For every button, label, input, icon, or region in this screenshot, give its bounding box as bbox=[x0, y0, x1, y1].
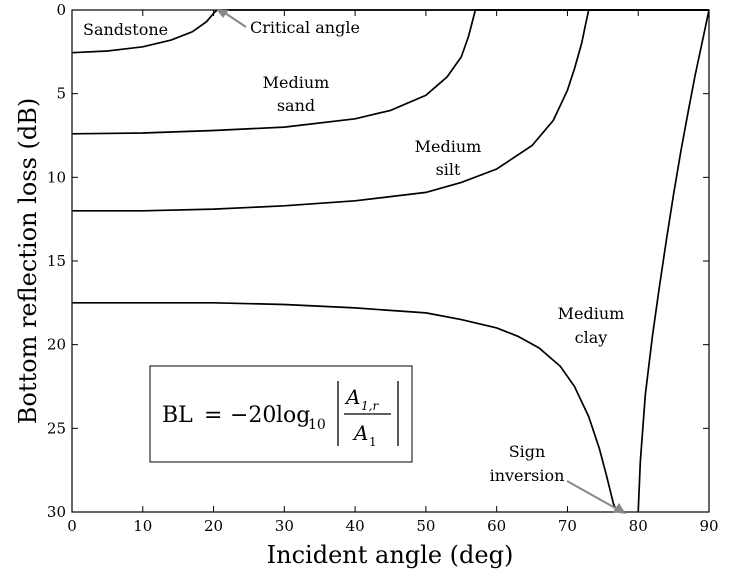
formula-denominator-subscript: 1 bbox=[369, 435, 377, 449]
series-line-medium-silt bbox=[72, 9, 709, 212]
y-tick-label: 20 bbox=[47, 336, 66, 354]
tick-labels: 0 10 20 30 40 50 60 70 80 90 0 5 10 15 20 25 30 bbox=[47, 1, 719, 535]
y-tick-label: 25 bbox=[47, 419, 66, 437]
formula-numerator: A bbox=[344, 385, 360, 409]
x-tick-label: 0 bbox=[67, 517, 77, 535]
formula-lhs: BL bbox=[162, 403, 193, 428]
x-tick-label: 20 bbox=[204, 517, 223, 535]
x-tick-label: 40 bbox=[346, 517, 365, 535]
x-tick-label: 10 bbox=[133, 517, 152, 535]
series-line-medium-clay-branch2 bbox=[637, 9, 710, 513]
formula-eq: = bbox=[204, 403, 222, 428]
series-line-medium-clay bbox=[72, 301, 618, 513]
label-critical-angle: Critical angle bbox=[250, 18, 360, 37]
x-tick-label: 60 bbox=[487, 517, 506, 535]
x-tick-label: 50 bbox=[416, 517, 435, 535]
formula-log: log bbox=[276, 403, 310, 428]
label-sign-inversion-1: Sign bbox=[509, 442, 546, 461]
series-line-medium-sand bbox=[71, 9, 709, 135]
label-medium-silt-2: silt bbox=[436, 160, 461, 179]
label-sandstone: Sandstone bbox=[83, 20, 168, 39]
label-medium-clay-1: Medium bbox=[558, 304, 625, 323]
y-tick-label: 15 bbox=[47, 252, 66, 270]
formula-denominator: A bbox=[352, 421, 368, 445]
formula-log-subscript: 10 bbox=[308, 417, 326, 433]
label-medium-clay-2: clay bbox=[575, 328, 608, 347]
label-sign-inversion-2: inversion bbox=[490, 466, 565, 485]
y-tick-label: 5 bbox=[56, 85, 66, 103]
formula-coef: −20 bbox=[230, 403, 276, 428]
label-medium-sand-2: sand bbox=[277, 96, 315, 115]
sign-inversion-arrow bbox=[566, 480, 626, 514]
x-tick-label: 30 bbox=[275, 517, 294, 535]
y-axis-label: Bottom reflection loss (dB) bbox=[14, 98, 42, 425]
critical-angle-arrow bbox=[216, 9, 247, 28]
x-tick-label: 80 bbox=[629, 517, 648, 535]
y-tick-label: 30 bbox=[47, 503, 66, 521]
label-medium-sand-1: Medium bbox=[263, 73, 330, 92]
y-tick-label: 10 bbox=[47, 168, 66, 186]
x-axis-label: Incident angle (deg) bbox=[267, 541, 514, 569]
x-tick-label: 70 bbox=[558, 517, 577, 535]
y-tick-label: 0 bbox=[56, 1, 66, 19]
formula-numerator-subscript: 1,r bbox=[361, 399, 379, 413]
formula-box: BL = −20 log 10 A 1,r A 1 bbox=[149, 365, 413, 463]
label-medium-silt-1: Medium bbox=[415, 137, 482, 156]
x-tick-label: 90 bbox=[699, 517, 718, 535]
